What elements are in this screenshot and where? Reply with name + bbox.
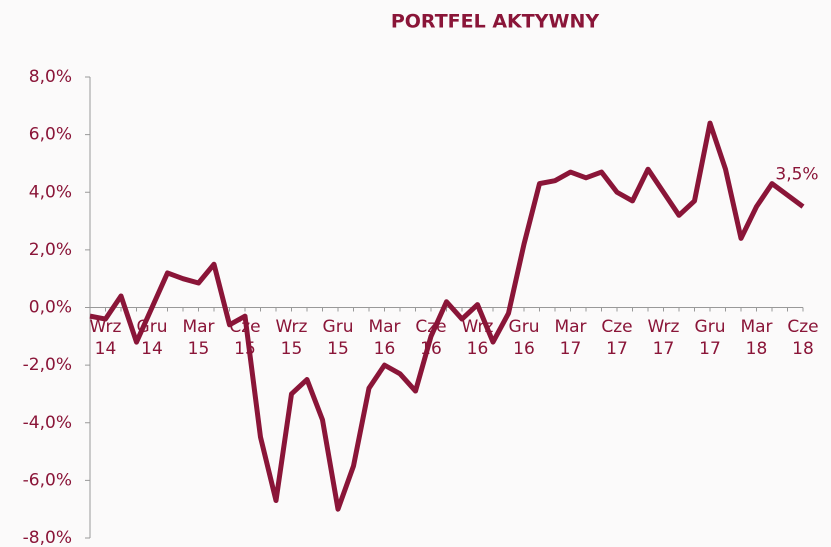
x-tick-label: Wrz 15 — [272, 316, 312, 360]
x-tick-label: Mar 18 — [737, 316, 777, 360]
x-tick-label: Mar 15 — [179, 316, 219, 360]
x-tick-label: Cze 16 — [411, 316, 451, 360]
y-tick-label: 0,0% — [29, 298, 72, 318]
y-tick-label: -4,0% — [23, 413, 72, 433]
x-tick-label: Gru 16 — [504, 316, 544, 360]
y-tick-label: -2,0% — [23, 355, 72, 375]
x-tick-label: Cze 15 — [225, 316, 265, 360]
x-tick-label: Cze 17 — [597, 316, 637, 360]
y-tick-label: 6,0% — [29, 125, 72, 145]
x-tick-label: Gru 15 — [318, 316, 358, 360]
x-tick-label: Cze 18 — [783, 316, 823, 360]
x-tick-label: Mar 17 — [551, 316, 591, 360]
x-tick-label: Gru 14 — [132, 316, 172, 360]
data-label: 3,5% — [775, 165, 818, 185]
x-tick-label: Wrz 16 — [458, 316, 498, 360]
chart-container: PORTFEL AKTYWNY -8,0% -6,0% -4,0% -2,0% 0,0%… — [0, 0, 831, 547]
y-tick-label: 4,0% — [29, 182, 72, 202]
y-tick-label: -8,0% — [23, 528, 72, 547]
y-tick-label: 2,0% — [29, 240, 72, 260]
y-tick-label: 8,0% — [29, 67, 72, 87]
x-tick-label: Mar 16 — [365, 316, 405, 360]
y-tick-label: -6,0% — [23, 470, 72, 490]
x-tick-label: Gru 17 — [690, 316, 730, 360]
x-tick-label: Wrz 17 — [644, 316, 684, 360]
chart-title: PORTFEL AKTYWNY — [391, 11, 599, 33]
chart: PORTFEL AKTYWNY -8,0% -6,0% -4,0% -2,0% 0,0%… — [0, 0, 831, 547]
x-tick-label: Wrz 14 — [86, 316, 126, 360]
